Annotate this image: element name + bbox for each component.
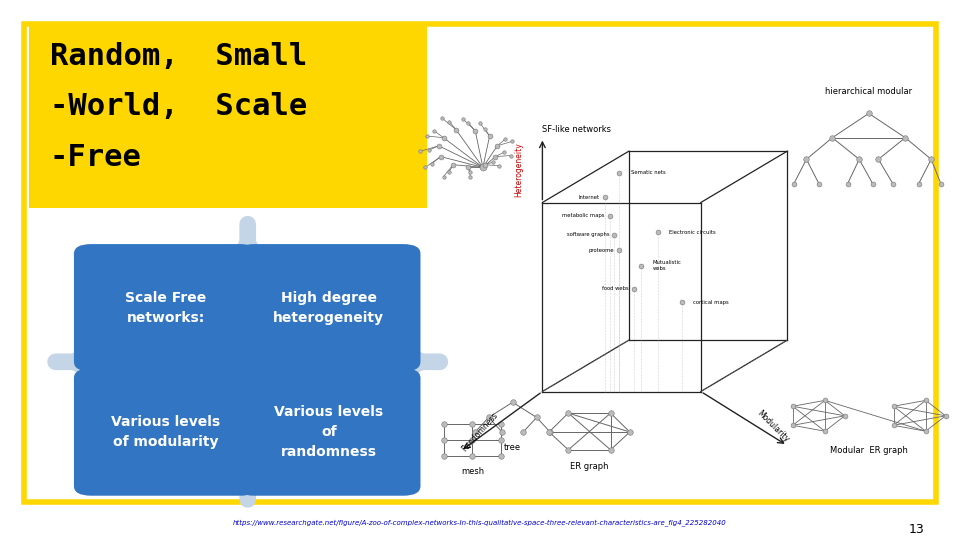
Text: https://www.researchgate.net/figure/A-zoo-of-complex-networks-In-this-qualitativ: https://www.researchgate.net/figure/A-zo… <box>233 519 727 526</box>
Text: software graphs: software graphs <box>567 232 610 238</box>
Text: Randomness: Randomness <box>460 411 500 453</box>
Text: Modularity: Modularity <box>756 409 790 444</box>
Text: 13: 13 <box>909 523 924 536</box>
Text: ER graph: ER graph <box>570 462 609 470</box>
Text: Heterogeneity: Heterogeneity <box>514 143 523 198</box>
Text: proteome: proteome <box>588 247 614 253</box>
Text: Modular  ER graph: Modular ER graph <box>829 447 908 455</box>
FancyBboxPatch shape <box>74 244 257 372</box>
FancyBboxPatch shape <box>237 244 420 372</box>
Text: tree: tree <box>504 443 521 451</box>
FancyBboxPatch shape <box>237 368 420 496</box>
Text: Internet: Internet <box>579 194 600 200</box>
Text: hierarchical modular: hierarchical modular <box>826 87 912 96</box>
Text: cortical maps: cortical maps <box>693 300 729 305</box>
Text: High degree
heterogeneity: High degree heterogeneity <box>274 291 384 325</box>
Text: -World,  Scale: -World, Scale <box>50 92 307 122</box>
Text: SF-like networks: SF-like networks <box>542 125 612 134</box>
Text: food webs: food webs <box>602 286 629 292</box>
Text: Electronic circuits: Electronic circuits <box>669 230 716 235</box>
Text: Various levels
of
randomness: Various levels of randomness <box>275 406 383 458</box>
Text: mesh: mesh <box>461 467 484 476</box>
Text: -Free: -Free <box>50 143 142 172</box>
Text: Random,  Small: Random, Small <box>50 42 307 71</box>
FancyBboxPatch shape <box>74 368 257 496</box>
Text: Various levels
of modularity: Various levels of modularity <box>111 415 220 449</box>
FancyBboxPatch shape <box>29 24 427 208</box>
Text: Sematic nets: Sematic nets <box>631 170 665 176</box>
Text: Mutualistic
webs: Mutualistic webs <box>653 260 682 271</box>
Text: metabolic maps: metabolic maps <box>563 213 605 219</box>
Text: Scale Free
networks:: Scale Free networks: <box>125 291 206 325</box>
